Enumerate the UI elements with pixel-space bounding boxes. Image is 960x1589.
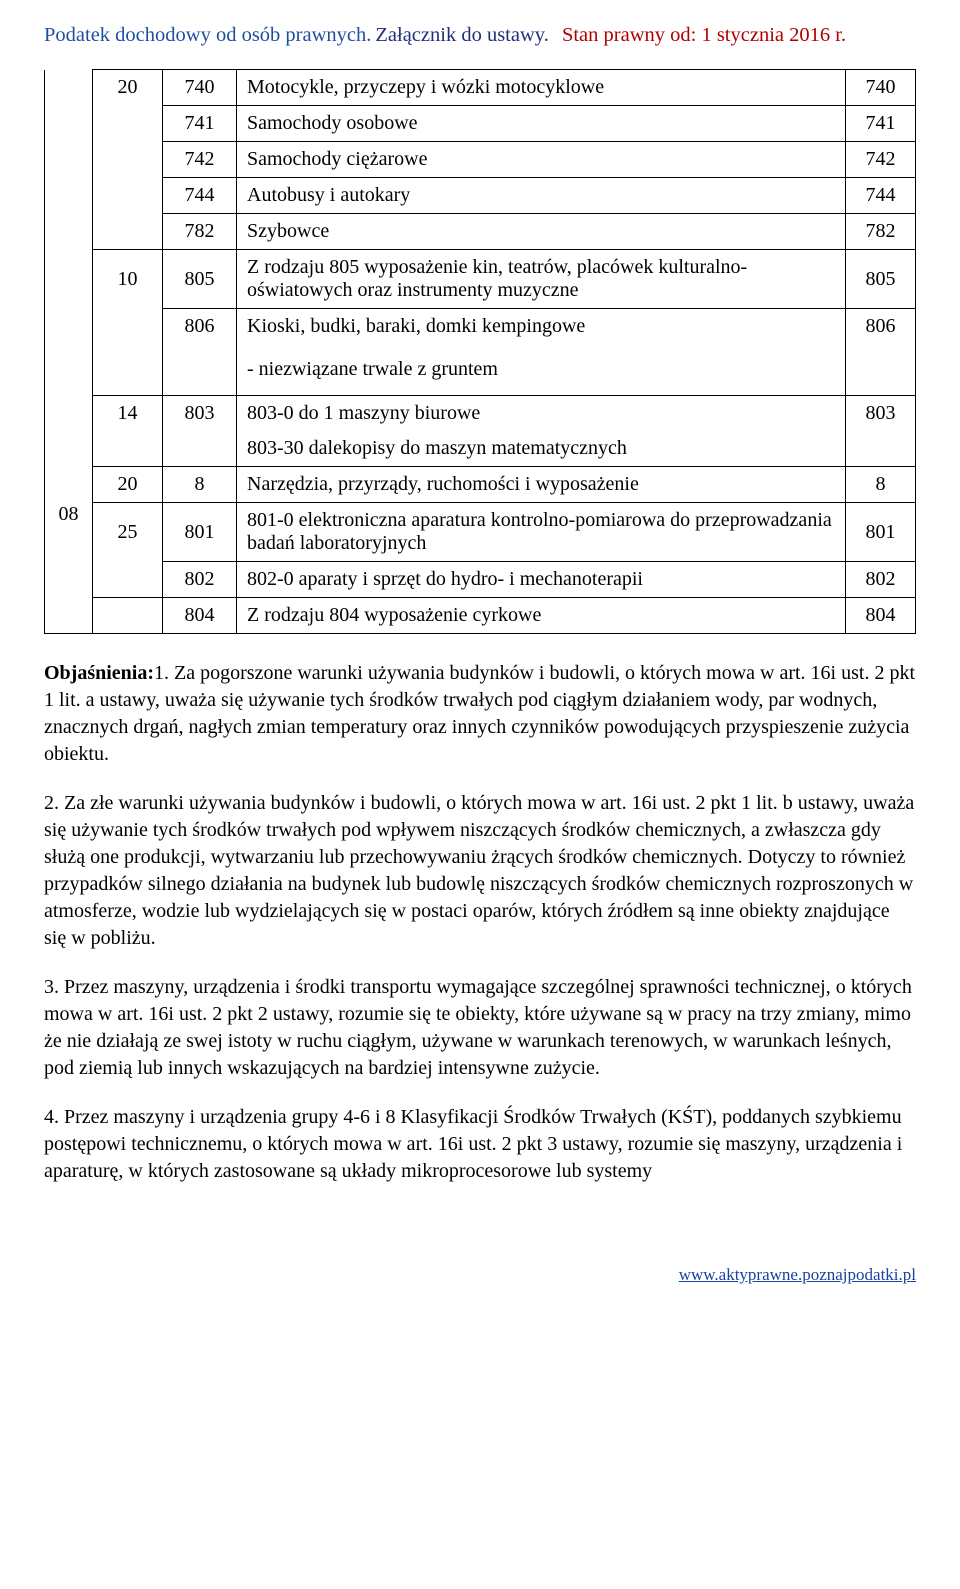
cell-right: 801 bbox=[846, 503, 916, 562]
cell-code: 742 bbox=[163, 142, 237, 178]
header-title-1: Podatek dochodowy od osób prawnych. bbox=[44, 24, 371, 46]
cell-right: 744 bbox=[846, 178, 916, 214]
cell-group: 08 bbox=[45, 396, 93, 634]
cell-right: 741 bbox=[846, 106, 916, 142]
table-row: 782 Szybowce 782 bbox=[45, 214, 916, 250]
header-title-3: Stan prawny od: 1 stycznia 2016 r. bbox=[562, 24, 846, 46]
cell-code: 8 bbox=[163, 467, 237, 503]
cell-desc: Kioski, budki, baraki, domki kempingowe bbox=[237, 309, 846, 345]
table-row: 742 Samochody ciężarowe 742 bbox=[45, 142, 916, 178]
cell-rate: 20 bbox=[93, 70, 163, 106]
explanation-lead: Objaśnienia: bbox=[44, 662, 154, 684]
cell-code: 744 bbox=[163, 178, 237, 214]
cell-desc: - niezwiązane trwale z gruntem bbox=[237, 344, 846, 396]
cell-right: 803 bbox=[846, 396, 916, 432]
cell-right: 804 bbox=[846, 598, 916, 634]
cell-group bbox=[45, 70, 93, 396]
cell-rate: 25 bbox=[93, 503, 163, 562]
table-row: 20 8 Narzędzia, przyrządy, ruchomości i … bbox=[45, 467, 916, 503]
table-row: 803-30 dalekopisy do maszyn matematyczny… bbox=[45, 431, 916, 467]
explanation-3: 3. Przez maszyny, urządzenia i środki tr… bbox=[44, 974, 916, 1082]
cell-code: 801 bbox=[163, 503, 237, 562]
header-title-2: Załącznik do ustawy. bbox=[375, 24, 548, 46]
cell-rate: 10 bbox=[93, 250, 163, 309]
cell-desc: Motocykle, przyczepy i wózki motocyklowe bbox=[237, 70, 846, 106]
cell-desc: Szybowce bbox=[237, 214, 846, 250]
cell-desc: 803-0 do 1 maszyny biurowe bbox=[237, 396, 846, 432]
cell-code: 804 bbox=[163, 598, 237, 634]
cell-desc: 802-0 aparaty i sprzęt do hydro- i mecha… bbox=[237, 562, 846, 598]
table-row: 802 802-0 aparaty i sprzęt do hydro- i m… bbox=[45, 562, 916, 598]
cell-desc: Autobusy i autokary bbox=[237, 178, 846, 214]
document-header: Podatek dochodowy od osób prawnych. Załą… bbox=[44, 24, 916, 47]
cell-desc: Samochody osobowe bbox=[237, 106, 846, 142]
cell-right: 742 bbox=[846, 142, 916, 178]
cell-right: 8 bbox=[846, 467, 916, 503]
table-row: 25 801 801-0 elektroniczna aparatura kon… bbox=[45, 503, 916, 562]
cell-right: 806 bbox=[846, 309, 916, 345]
cell-code: 806 bbox=[163, 309, 237, 345]
cell-code: 803 bbox=[163, 396, 237, 432]
table-row: 744 Autobusy i autokary 744 bbox=[45, 178, 916, 214]
cell-right: 802 bbox=[846, 562, 916, 598]
cell-code: 782 bbox=[163, 214, 237, 250]
cell-right: 740 bbox=[846, 70, 916, 106]
table-row: 08 14 803 803-0 do 1 maszyny biurowe 803 bbox=[45, 396, 916, 432]
cell-desc: Narzędzia, przyrządy, ruchomości i wypos… bbox=[237, 467, 846, 503]
cell-desc: 803-30 dalekopisy do maszyn matematyczny… bbox=[237, 431, 846, 467]
explanation-1-text: 1. Za pogorszone warunki używania budynk… bbox=[44, 662, 915, 765]
cell-desc: Z rodzaju 804 wyposażenie cyrkowe bbox=[237, 598, 846, 634]
cell-rate: 14 bbox=[93, 396, 163, 432]
explanation-4: 4. Przez maszyny i urządzenia grupy 4-6 … bbox=[44, 1104, 916, 1185]
cell-rate: 20 bbox=[93, 467, 163, 503]
cell-code: 740 bbox=[163, 70, 237, 106]
table-row: - niezwiązane trwale z gruntem bbox=[45, 344, 916, 396]
explanation-2: 2. Za złe warunki używania budynków i bu… bbox=[44, 790, 916, 952]
cell-code: 802 bbox=[163, 562, 237, 598]
amortization-table: 20 740 Motocykle, przyczepy i wózki moto… bbox=[44, 69, 916, 634]
explanation-1: Objaśnienia:1. Za pogorszone warunki uży… bbox=[44, 660, 916, 768]
table-row: 804 Z rodzaju 804 wyposażenie cyrkowe 80… bbox=[45, 598, 916, 634]
table-row: 10 805 Z rodzaju 805 wyposażenie kin, te… bbox=[45, 250, 916, 309]
cell-right: 805 bbox=[846, 250, 916, 309]
cell-desc: Samochody ciężarowe bbox=[237, 142, 846, 178]
footer-url: www.aktyprawne.poznajpodatki.pl bbox=[44, 1265, 916, 1285]
cell-desc: 801-0 elektroniczna aparatura kontrolno-… bbox=[237, 503, 846, 562]
cell-code: 741 bbox=[163, 106, 237, 142]
cell-code: 805 bbox=[163, 250, 237, 309]
cell-right: 782 bbox=[846, 214, 916, 250]
table-row: 806 Kioski, budki, baraki, domki kemping… bbox=[45, 309, 916, 345]
table-row: 741 Samochody osobowe 741 bbox=[45, 106, 916, 142]
cell-desc: Z rodzaju 805 wyposażenie kin, teatrów, … bbox=[237, 250, 846, 309]
table-row: 20 740 Motocykle, przyczepy i wózki moto… bbox=[45, 70, 916, 106]
